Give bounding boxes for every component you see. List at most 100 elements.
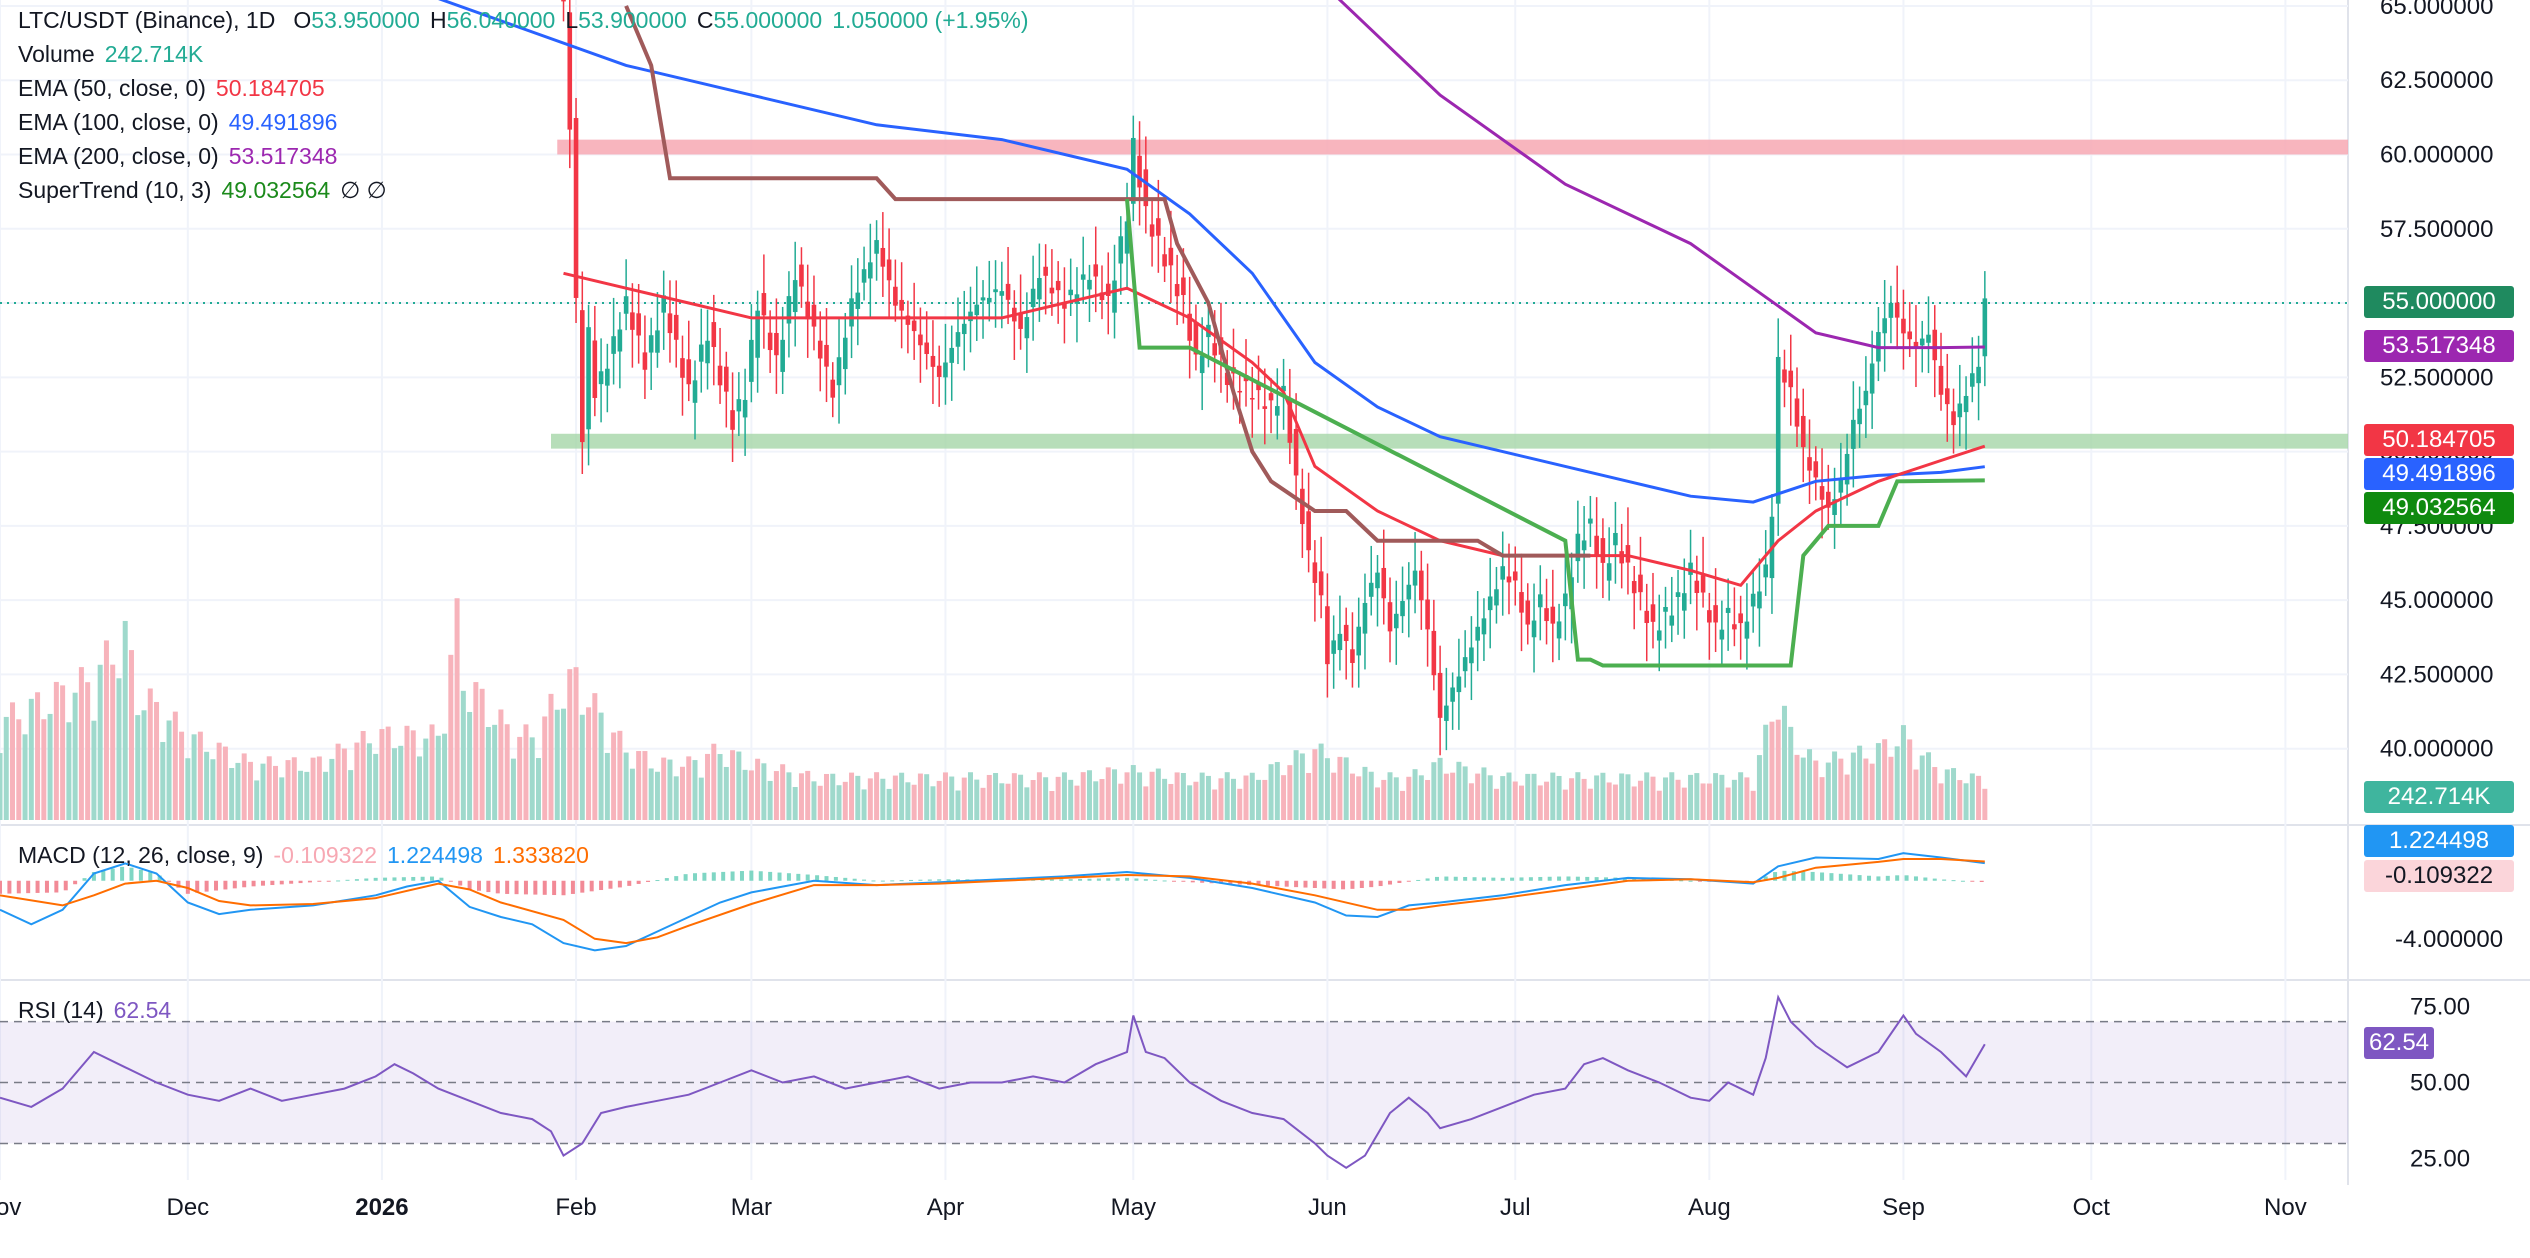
candle-body — [1901, 318, 1906, 334]
macd-histogram-bar — [1406, 880, 1411, 882]
candle-body — [642, 352, 648, 370]
volume-bar — [517, 736, 523, 820]
rsi-legend[interactable]: RSI (14) 62.54 — [18, 993, 181, 1027]
candle-body — [1237, 390, 1243, 393]
macd-histogram-bar — [1096, 878, 1101, 881]
volume-bar — [1944, 769, 1950, 820]
macd-histogram-bar — [138, 869, 143, 881]
macd-histogram-bar — [467, 880, 472, 890]
ema100-legend-row[interactable]: EMA (100, close, 0) 49.491896 — [18, 105, 1039, 139]
macd-histogram-bar — [674, 876, 679, 881]
macd-histogram-bar — [1876, 876, 1881, 881]
candle-body — [592, 340, 598, 398]
volume-bar — [755, 758, 761, 820]
volume-bar — [1600, 772, 1606, 820]
volume-bar — [1725, 787, 1731, 820]
macd-histogram-bar — [411, 876, 416, 881]
candle-body — [899, 299, 904, 311]
candle-body — [611, 336, 616, 354]
candle-body — [711, 322, 717, 348]
volume-bar — [1174, 772, 1180, 820]
candle-body — [1838, 478, 1844, 493]
candle-body — [1719, 629, 1725, 640]
volume-legend-row[interactable]: Volume 242.714K — [18, 37, 1039, 71]
ema200-legend-row[interactable]: EMA (200, close, 0) 53.517348 — [18, 139, 1039, 173]
ema50-legend-row[interactable]: EMA (50, close, 0) 50.184705 — [18, 71, 1039, 105]
supertrend-legend-row[interactable]: SuperTrend (10, 3) 49.032564 ∅ ∅ — [18, 173, 1039, 207]
candle-body — [842, 337, 848, 370]
candle-body — [1594, 535, 1599, 556]
candle-body — [1788, 370, 1794, 388]
volume-bar — [1775, 719, 1781, 820]
macd-histogram-bar — [7, 880, 12, 894]
macd-histogram-bar — [918, 879, 923, 881]
candle-body — [924, 342, 929, 355]
candle-body — [1018, 312, 1023, 329]
macd-histogram-bar — [1773, 872, 1778, 881]
volume-bar — [1481, 767, 1487, 820]
volume-bar — [479, 688, 485, 820]
macd-histogram-bar — [326, 880, 331, 882]
volume-bar — [786, 772, 792, 820]
volume-bar — [435, 735, 441, 820]
candle-body — [1281, 385, 1286, 392]
candle-body — [1437, 672, 1443, 718]
volume-bar — [285, 760, 291, 820]
volume-bar — [1882, 739, 1888, 820]
volume-bar — [811, 781, 817, 820]
candle-body — [1913, 341, 1919, 349]
macd-histogram-bar — [91, 872, 96, 881]
macd-histogram-bar — [1951, 880, 1956, 882]
volume-bar — [185, 758, 191, 820]
open-label: O — [293, 7, 312, 33]
macd-histogram-bar — [1885, 875, 1890, 881]
macd-histogram-bar — [1895, 875, 1900, 881]
candle-body — [855, 292, 861, 309]
macd-histogram-bar — [307, 880, 312, 883]
time-tick-label: Sep — [1882, 1194, 1925, 1221]
price-tick-label: 65.000000 — [2380, 0, 2493, 20]
volume-bar — [1406, 776, 1412, 820]
macd-histogram-bar — [1040, 879, 1045, 881]
close-label: C — [696, 7, 714, 33]
macd-histogram-bar — [768, 871, 773, 881]
close-price-tag: 55.000000 — [2364, 286, 2514, 318]
volume-bar — [191, 734, 197, 820]
symbol-label[interactable]: LTC/USDT (Binance), 1D — [18, 7, 276, 33]
macd-tick-label: -4.000000 — [2395, 926, 2503, 953]
volume-bar — [298, 770, 304, 820]
volume-bar — [1437, 757, 1443, 820]
volume-bar — [398, 745, 404, 820]
candle-body — [1162, 254, 1167, 267]
volume-bar — [1318, 743, 1324, 820]
candle-body — [1387, 602, 1393, 632]
candle-body — [598, 371, 604, 385]
candle-body — [1293, 428, 1299, 476]
candle-body — [817, 340, 823, 359]
volume-bar — [968, 772, 974, 820]
candle-body — [1619, 551, 1624, 564]
volume-bar — [410, 730, 416, 820]
candle-body — [1581, 540, 1587, 551]
macd-histogram-bar — [852, 878, 857, 881]
macd-histogram-bar — [63, 880, 68, 891]
volume-bar — [1957, 780, 1963, 820]
candle-body — [1268, 393, 1274, 401]
candle-body — [1813, 461, 1819, 478]
macd-legend[interactable]: MACD (12, 26, close, 9) -0.109322 1.224498… — [18, 838, 599, 872]
volume-bar — [692, 760, 698, 820]
candle-body — [949, 347, 955, 363]
volume-bar — [1813, 760, 1819, 820]
macd-histogram-bar — [561, 880, 566, 896]
macd-histogram-bar — [392, 877, 397, 881]
candle-body — [661, 295, 667, 313]
volume-bar — [1237, 788, 1243, 820]
macd-histogram-bar — [1942, 879, 1947, 881]
volume-bar — [1619, 773, 1625, 820]
volume-bar — [1781, 705, 1787, 820]
macd-histogram-bar — [458, 880, 463, 886]
volume-bar — [1919, 755, 1925, 820]
candle-body — [561, 0, 566, 2]
